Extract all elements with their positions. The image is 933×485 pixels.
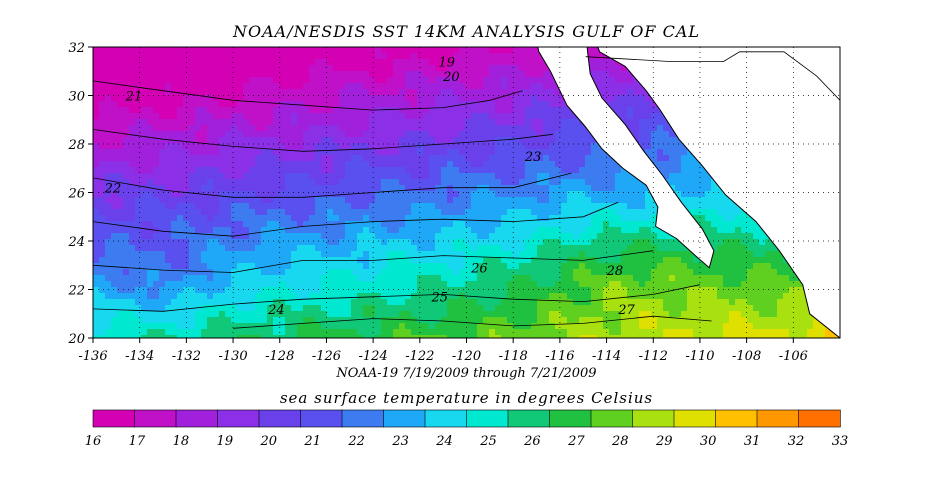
- isotherm-line: [93, 80, 523, 111]
- lat-lon-grid: [93, 47, 840, 338]
- contour-label: 24: [267, 303, 285, 318]
- contour-label: 25: [430, 291, 448, 306]
- land-mask: [537, 47, 840, 338]
- lat-tick-label: 26: [67, 187, 85, 202]
- colorbar-swatch: [673, 409, 717, 428]
- lon-tick-label: -128: [265, 349, 294, 364]
- colorbar-label: 17: [129, 434, 146, 449]
- baja-california: [537, 47, 715, 269]
- lon-tick-label: -136: [78, 349, 107, 364]
- colorbar-label: 28: [611, 434, 629, 449]
- contour-label: 26: [470, 262, 488, 277]
- lon-tick-label: -124: [359, 349, 388, 364]
- colorbar-label: 25: [479, 434, 497, 449]
- colorbar-swatch: [217, 409, 260, 428]
- colorbar-swatch: [632, 409, 675, 428]
- colorbar-swatch: [507, 409, 551, 428]
- colorbar-label: 27: [567, 434, 585, 449]
- figure-title: NOAA/NESDIS SST 14KM ANALYSIS GULF OF CA…: [232, 22, 701, 41]
- contour-label: 21: [125, 89, 143, 104]
- isotherm-line: [93, 129, 553, 152]
- colorbar-label: 16: [85, 434, 102, 449]
- isotherm-line: [93, 250, 654, 273]
- lat-tick-label: 28: [67, 138, 85, 153]
- colorbar-swatch: [549, 409, 592, 428]
- colorbar-swatch: [715, 409, 758, 428]
- isotherm-line: [93, 284, 700, 312]
- satellite-date-range: NOAA-19 7/19/2009 through 7/21/2009: [336, 366, 597, 381]
- colorbar-label: 31: [744, 434, 761, 449]
- mexico-mainland: [597, 47, 840, 338]
- contour-label: 27: [617, 303, 635, 318]
- us-mexico-border: [585, 51, 840, 101]
- lat-tick-label: 22: [67, 284, 85, 299]
- lon-tick-label: -130: [218, 349, 247, 364]
- colorbar-label: 24: [435, 434, 453, 449]
- lon-tick-label: -134: [125, 349, 154, 364]
- colorbar: 16 17 18 19 20 21 22 23 24 25 26 27 28 29 30 31 32 33: [85, 409, 849, 449]
- colorbar-label: 26: [523, 434, 541, 449]
- colorbar-swatch: [798, 409, 841, 428]
- colorbar-swatch: [175, 409, 219, 428]
- colorbar-swatch: [92, 409, 136, 428]
- lat-tick-label: 24: [67, 235, 85, 250]
- lat-tick-label: 30: [68, 90, 85, 105]
- lon-tick-label: -114: [592, 349, 621, 364]
- colorbar-label: 20: [259, 434, 277, 449]
- lon-tick-label: -106: [779, 349, 808, 364]
- lat-tick-label: 20: [67, 332, 85, 347]
- isotherm-line: [233, 315, 712, 329]
- longitude-axis: -136 -134 -132 -130 -128 -126 -124 -122 -120 -118…: [78, 338, 808, 364]
- lon-tick-label: -122: [405, 349, 434, 364]
- lon-tick-label: -118: [499, 349, 528, 364]
- colorbar-label: 18: [173, 434, 190, 449]
- lon-tick-label: -126: [312, 349, 341, 364]
- lat-tick-label: 32: [68, 41, 85, 56]
- contour-label: 28: [606, 264, 624, 279]
- lon-tick-label: -132: [172, 349, 201, 364]
- lon-tick-label: -108: [732, 349, 761, 364]
- colorbar-title: sea surface temperature in degrees Celsi…: [279, 389, 654, 407]
- contour-label: 22: [104, 182, 122, 197]
- colorbar-swatch: [383, 409, 426, 428]
- isotherm-line: [93, 172, 572, 198]
- colorbar-swatch: [134, 409, 177, 428]
- colorbar-label: 19: [217, 434, 234, 449]
- colorbar-label: 29: [655, 434, 673, 449]
- colorbar-label: 23: [391, 434, 409, 449]
- colorbar-label: 21: [303, 434, 321, 449]
- colorbar-label: 22: [347, 434, 365, 449]
- colorbar-swatch: [424, 409, 468, 428]
- colorbar-label: 33: [832, 434, 849, 449]
- colorbar-swatch: [590, 409, 634, 428]
- lon-tick-label: -116: [545, 349, 574, 364]
- lon-tick-label: -112: [639, 349, 668, 364]
- contour-label: 19: [438, 55, 455, 70]
- lon-tick-label: -120: [452, 349, 481, 364]
- colorbar-swatch: [258, 409, 302, 428]
- lon-tick-label: -110: [685, 349, 714, 364]
- colorbar-swatch: [756, 409, 800, 428]
- colorbar-swatch: [466, 409, 509, 428]
- colorbar-label: 30: [700, 434, 717, 449]
- latitude-axis: 20 22 24 26 28 30 32: [67, 41, 93, 347]
- colorbar-label: 32: [788, 434, 805, 449]
- colorbar-swatch: [300, 409, 343, 428]
- contour-label: 20: [442, 70, 460, 85]
- colorbar-swatch: [341, 409, 385, 428]
- contour-label: 23: [524, 150, 542, 165]
